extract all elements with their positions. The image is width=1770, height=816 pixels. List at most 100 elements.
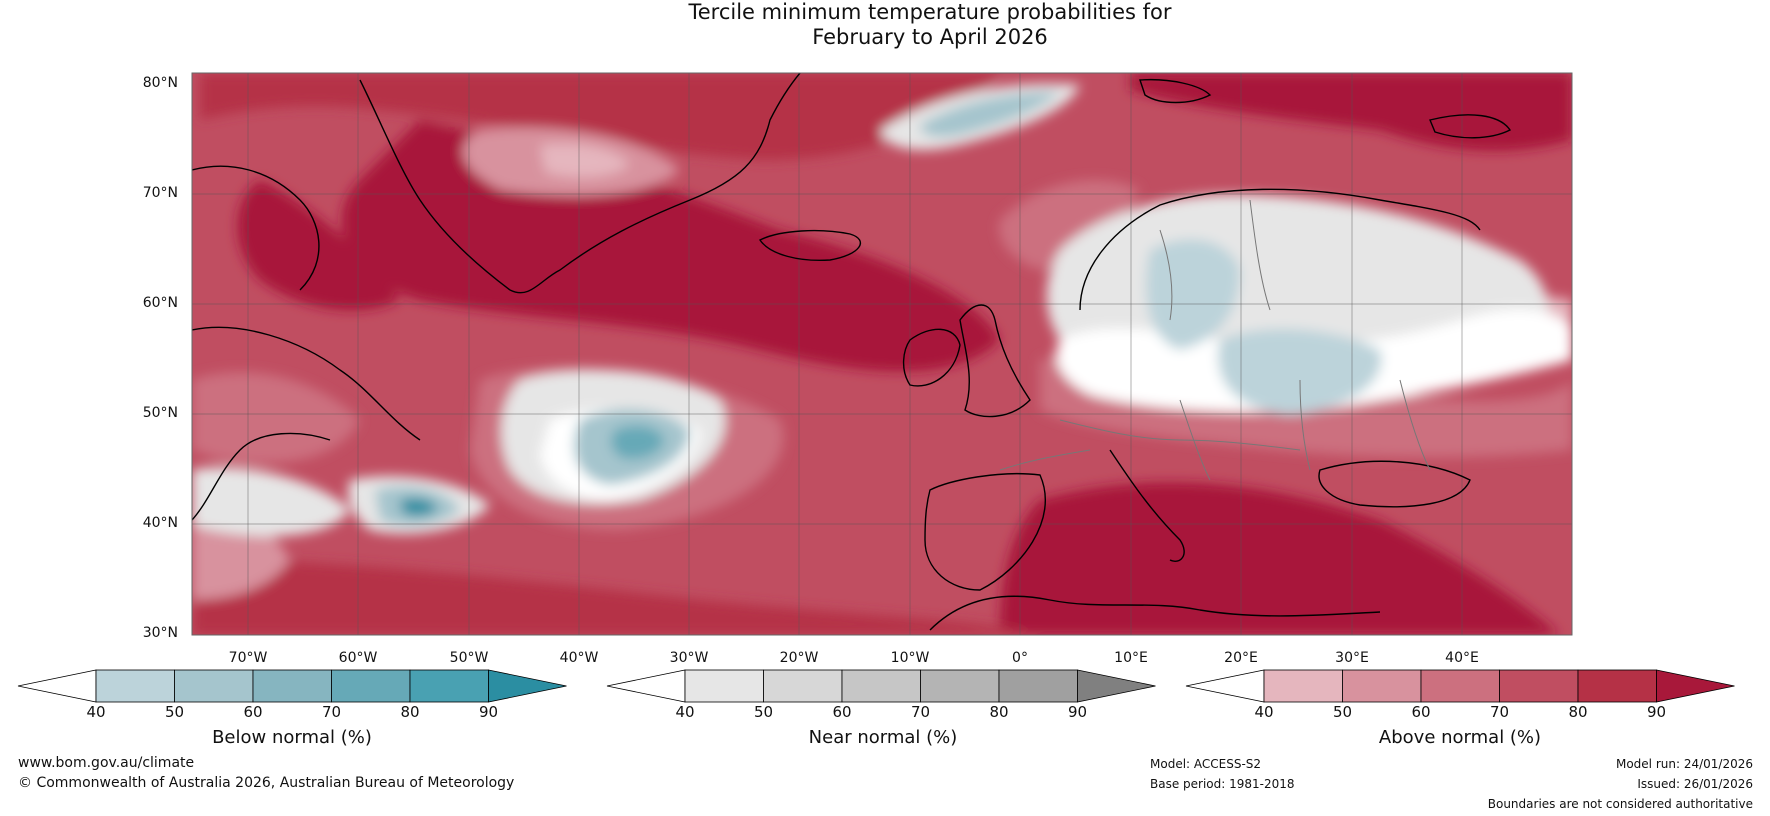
- colorbar-near-extend-high: [1077, 669, 1156, 703]
- colorbar-near-extend-low: [606, 669, 686, 703]
- coast-black-sea: [1318, 460, 1471, 508]
- colorbar-near-segment-4: [920, 669, 1000, 703]
- colorbar-near-tick-80: 80: [989, 703, 1009, 721]
- field-above-40-north-atlantic: [540, 143, 630, 178]
- lat-label-50n: 50°N: [142, 405, 178, 421]
- lat-label-60n: 60°N: [142, 295, 178, 311]
- lat-label-40n: 40°N: [142, 515, 178, 531]
- lon-label-30w: 30°W: [669, 650, 709, 666]
- lat-label-30n: 30°N: [142, 625, 178, 641]
- colorbar-near-tick-50: 50: [753, 703, 774, 721]
- coast-svalbard: [1139, 78, 1212, 104]
- colorbar-title-near: Near normal (%): [808, 727, 958, 748]
- colorbar-above-segment-5: [1577, 669, 1657, 703]
- colorbar-below-extend-low: [17, 669, 97, 703]
- disclaimer: Boundaries are not considered authoritat…: [1487, 797, 1753, 811]
- map-title: Tercile minimum temperature probabilitie…: [0, 0, 1770, 50]
- map-frame: [191, 72, 1573, 636]
- field-above-80-sw: [192, 560, 1040, 635]
- colorbar-near-segment-3: [841, 669, 921, 703]
- coast-ireland: [902, 328, 961, 387]
- field-below-90-gulf-stream: [400, 498, 438, 517]
- colorbar-near-segment-5: [998, 669, 1078, 703]
- field-below-50-greenland-sea: [920, 91, 1060, 137]
- lon-label-10w: 10°W: [890, 650, 930, 666]
- lat-label-70n: 70°N: [142, 185, 178, 201]
- coast-scandinavia: [1079, 188, 1481, 311]
- colorbar-near-tick-70: 70: [910, 703, 931, 721]
- colorbar-above-tick-40: 40: [1254, 703, 1274, 721]
- coastlines: [192, 73, 1512, 631]
- title-line-1: Tercile minimum temperature probabilitie…: [688, 0, 1172, 24]
- colorbar-below-tick-70: 70: [321, 703, 342, 721]
- colorbar-title-below: Below normal (%): [212, 727, 372, 748]
- lon-label-30e: 30°E: [1335, 650, 1369, 666]
- coast-us-east: [192, 432, 331, 521]
- colorbar-below-segment-5: [409, 669, 489, 703]
- colorbar-title-above: Above normal (%): [1378, 727, 1542, 748]
- coast-italy: [1109, 449, 1185, 562]
- coast-iberia: [924, 472, 1046, 591]
- colorbar-near-segment-2: [763, 669, 843, 703]
- colorbar-below-tick-80: 80: [400, 703, 420, 721]
- colorbar-above-tick-60: 60: [1411, 703, 1431, 721]
- lon-label-50w: 50°W: [449, 650, 489, 666]
- lon-label-20w: 20°W: [779, 650, 819, 666]
- lon-label-0: 0°: [1012, 650, 1028, 666]
- field-near-40-us-coast: [192, 467, 350, 536]
- colorbar-near-tick-40: 40: [675, 703, 695, 721]
- colorbar-above-extend-high: [1656, 669, 1735, 703]
- colorbar-near-segment-1: [684, 669, 764, 703]
- field-below-40-baltic: [1218, 329, 1382, 415]
- title-line-2: February to April 2026: [812, 25, 1048, 49]
- colorbar-near-tick-60: 60: [832, 703, 852, 721]
- colorbar-above-tick-90: 90: [1646, 703, 1667, 721]
- colorbar-below-tick-40: 40: [86, 703, 106, 721]
- field-above-60-newfoundland: [192, 372, 360, 464]
- colorbar-below-tick-50: 50: [164, 703, 185, 721]
- issued-date: Issued: 26/01/2026: [1637, 777, 1753, 791]
- lon-label-40w: 40°W: [559, 650, 599, 666]
- colorbar-above-extend-low: [1185, 669, 1265, 703]
- colorbar-below-segment-3: [252, 669, 332, 703]
- field-above-90-ne: [1130, 73, 1572, 151]
- coast-canada-north: [192, 165, 320, 291]
- coast-labrador: [192, 326, 421, 441]
- field-above-90-north: [200, 73, 1000, 160]
- field-above-90-med: [1000, 482, 1560, 635]
- lat-label-80n: 80°N: [142, 75, 178, 91]
- colorbar-above-segment-1: [1263, 669, 1343, 703]
- lon-label-40e: 40°E: [1445, 650, 1479, 666]
- country-borders: [999, 199, 1431, 481]
- colorbar-below-extend-high: [488, 669, 567, 703]
- colorbar-near-tick-90: 90: [1067, 703, 1088, 721]
- lon-label-10e: 10°E: [1114, 650, 1148, 666]
- footer-copyright: © Commonwealth of Australia 2026, Austra…: [18, 775, 515, 791]
- colorbar-below-segment-4: [331, 669, 411, 703]
- colorbar-below-tick-90: 90: [478, 703, 499, 721]
- colorbar-below-segment-1: [95, 669, 175, 703]
- colorbar-above-segment-4: [1499, 669, 1579, 703]
- lon-label-70w: 70°W: [228, 650, 268, 666]
- colorbar-above-segment-3: [1420, 669, 1500, 703]
- coast-greenland: [359, 73, 801, 294]
- lon-label-60w: 60°W: [338, 650, 378, 666]
- coast-britain: [959, 304, 1031, 418]
- colorbar-above-tick-80: 80: [1568, 703, 1588, 721]
- colorbar-below-segment-2: [174, 669, 254, 703]
- model-run: Model run: 24/01/2026: [1615, 757, 1753, 771]
- colorbar-group: [17, 669, 1735, 703]
- colorbar-above-tick-70: 70: [1489, 703, 1510, 721]
- field-below-70-atlantic: [610, 425, 665, 460]
- colorbar-below-tick-60: 60: [243, 703, 263, 721]
- footer-website: www.bom.gov.au/climate: [18, 755, 195, 771]
- field-above-60-scandinavia-west: [999, 180, 1140, 270]
- model-name: Model: ACCESS-S2: [1150, 757, 1262, 771]
- coast-iceland: [758, 229, 862, 262]
- probability-field: [192, 73, 1572, 635]
- coast-africa: [929, 595, 1381, 631]
- lon-label-20e: 20°E: [1224, 650, 1258, 666]
- colorbar-above-segment-2: [1342, 669, 1422, 703]
- coast-novaya: [1429, 114, 1512, 139]
